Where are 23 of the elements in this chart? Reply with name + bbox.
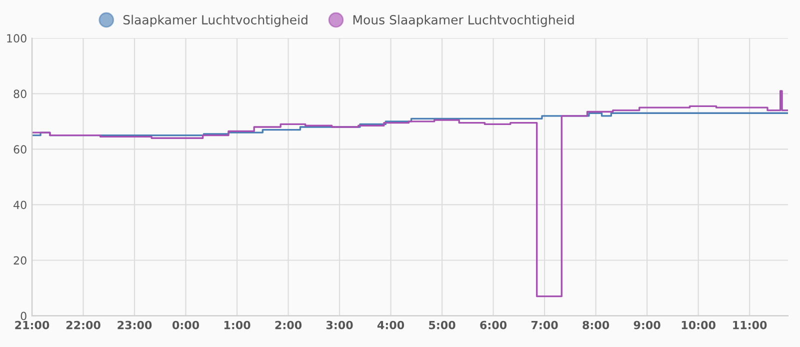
x-tick-label: 11:00	[733, 320, 767, 330]
x-tick-label: 3:00	[326, 320, 353, 330]
x-tick-label: 21:00	[15, 320, 50, 330]
legend-label: Slaapkamer Luchtvochtigheid	[123, 14, 308, 27]
y-tick-label: 60	[14, 145, 26, 154]
x-tick-label: 10:00	[682, 320, 716, 330]
x-tick-label: 22:00	[66, 320, 100, 330]
x-tick-label: 2:00	[275, 320, 302, 330]
legend-label: Mous Slaapkamer Luchtvochtigheid	[353, 14, 574, 27]
y-tick-label: 40	[14, 200, 26, 210]
x-tick-label: 0:00	[172, 320, 200, 330]
x-tick-label: 1:00	[224, 320, 250, 330]
x-tick-label: 9:00	[634, 320, 660, 330]
y-tick-label: 0	[20, 312, 26, 320]
x-tick-label: 4:00	[377, 320, 404, 330]
y-tick-label: 100	[7, 34, 26, 43]
x-tick-label: 23:00	[118, 320, 152, 330]
x-tick-label: 8:00	[582, 320, 610, 330]
y-tick-label: 80	[14, 90, 26, 98]
y-tick-label: 20	[14, 256, 26, 265]
x-tick-label: 6:00	[480, 320, 507, 330]
x-tick-label: 5:00	[429, 320, 456, 330]
x-tick-label: 7:00	[531, 320, 558, 330]
